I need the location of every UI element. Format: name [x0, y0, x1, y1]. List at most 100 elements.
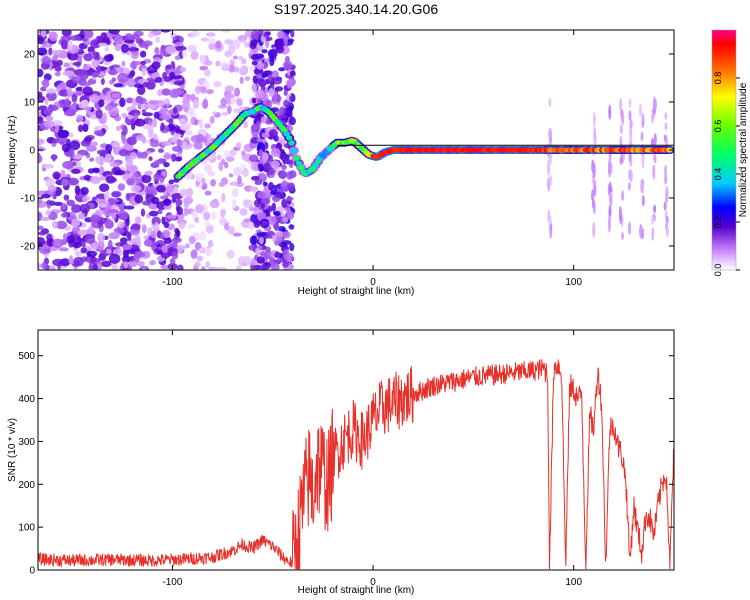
- spectrogram-noise-cell: [268, 129, 278, 138]
- spectrogram-noise-cell: [113, 34, 124, 45]
- spectrogram-noise-cell: [55, 220, 68, 230]
- y-tick-label: 300: [18, 437, 35, 448]
- spectrogram-noise-cell: [149, 260, 156, 266]
- spectrogram-noise-cell: [90, 39, 102, 49]
- spectrogram-noise-cell: [66, 199, 76, 207]
- spectrogram-noise-cell: [111, 77, 117, 82]
- snr-xlabel: Height of straight line (km): [298, 585, 415, 596]
- y-tick-label: 100: [18, 523, 35, 534]
- spectrogram-noise-cell: [621, 190, 625, 201]
- spectrogram-noise-cell: [77, 124, 84, 133]
- spectrogram-noise-cell: [45, 115, 54, 122]
- spectrogram-noise-cell: [212, 111, 218, 116]
- spectrogram-noise-cell: [171, 153, 177, 162]
- spectrogram-noise-cell: [619, 124, 623, 134]
- spectrogram-noise-cell: [148, 210, 159, 217]
- spectrogram-noise-cell: [284, 160, 294, 165]
- spectrogram-noise-cell: [89, 176, 101, 185]
- spectrogram-noise-cell: [628, 98, 632, 109]
- y-tick-label: 400: [18, 394, 35, 405]
- spectrogram-noise-cell: [117, 183, 126, 191]
- spectrogram-noise-cell: [97, 232, 106, 243]
- spectrogram-noise-cell: [51, 154, 57, 162]
- spectrogram-noise-cell: [148, 156, 153, 162]
- spectrogram-noise-cell: [241, 167, 249, 178]
- spectrogram-noise-cell: [69, 140, 81, 151]
- spectrogram-noise-cell: [261, 264, 267, 270]
- spectrogram-noise-cell: [81, 241, 87, 248]
- spectrogram-noise-cell: [122, 125, 128, 136]
- spectrogram-noise-cell: [203, 68, 211, 77]
- spectrogram-noise-cell: [77, 212, 86, 220]
- spectrogram-noise-cell: [45, 177, 55, 188]
- spectrogram-noise-cell: [179, 188, 187, 197]
- spectrogram-noise-cell: [126, 178, 136, 186]
- x-tick-label: -100: [162, 277, 182, 288]
- spectrogram-ridge-cell: [288, 140, 295, 146]
- spectrogram-noise-cell: [84, 136, 93, 142]
- spectrogram-noise-cell: [275, 45, 285, 54]
- spectrogram-noise-cell: [619, 156, 623, 165]
- spectrogram-noise-cell: [628, 221, 632, 234]
- spectrogram-noise-cell: [61, 202, 67, 211]
- spectrogram-noise-cell: [271, 202, 277, 212]
- y-tick-label: 0: [29, 146, 35, 157]
- spectrogram-noise-cell: [274, 192, 284, 198]
- spectrogram-noise-cell: [210, 179, 216, 187]
- spectrogram-noise-cell: [90, 141, 98, 147]
- spectrogram-noise-cell: [241, 66, 246, 76]
- spectrogram-noise-cell: [122, 243, 133, 251]
- spectrogram-noise-cell: [104, 152, 112, 162]
- spectrogram-noise-cell: [111, 262, 119, 270]
- spectrogram-noise-cell: [593, 131, 597, 146]
- spectrogram-noise-cell: [215, 60, 221, 67]
- spectrogram-noise-cell: [282, 60, 293, 70]
- spectrogram-noise-cell: [665, 186, 669, 201]
- spectrogram-noise-cell: [267, 48, 278, 59]
- spectrogram-noise-cell: [163, 204, 172, 210]
- spectrogram-noise-cell: [148, 103, 156, 110]
- spectrogram-noise-cell: [134, 216, 142, 224]
- spectrogram-noise-cell: [290, 30, 295, 38]
- spectrogram-noise-cell: [106, 218, 112, 226]
- spectrogram-noise-cell: [172, 88, 185, 95]
- spectrogram-noise-cell: [192, 99, 199, 109]
- spectrogram-noise-cell: [638, 103, 642, 118]
- colorbar-tick-label: 0.2: [713, 216, 723, 229]
- spectrogram-noise-cell: [139, 50, 147, 58]
- spectrogram-noise-cell: [206, 37, 216, 44]
- spectrogram-noise-cell: [101, 36, 110, 43]
- spectrogram-noise-cell: [274, 86, 284, 92]
- spectrogram-noise-cell: [269, 56, 275, 67]
- colorbar-tick-label: 0.6: [713, 120, 723, 133]
- spectrogram-noise-cell: [126, 136, 137, 146]
- spectrogram-noise-cell: [205, 32, 216, 37]
- spectrogram-noise-cell: [96, 149, 109, 156]
- spectrogram-noise-cell: [54, 71, 61, 77]
- spectrogram-noise-cell: [90, 214, 101, 223]
- spectrogram-noise-cell: [81, 37, 88, 42]
- spectrogram-ridge-cell: [293, 155, 300, 161]
- spectrogram-noise-cell: [79, 203, 91, 214]
- spectrogram-noise-cell: [49, 265, 56, 270]
- spectrogram-noise-cell: [100, 78, 105, 86]
- spectrogram-noise-cell: [283, 36, 288, 46]
- spectrogram-noise-cell: [187, 224, 196, 229]
- spectrogram-noise-cell: [263, 33, 268, 38]
- spectrogram-noise-cell: [68, 255, 74, 265]
- spectrogram-noise-cell: [181, 140, 188, 150]
- spectrogram-noise-cell: [105, 248, 112, 254]
- colorbar-tick-label: 0.4: [713, 168, 723, 181]
- spectrogram-ridge-cell: [285, 135, 293, 141]
- spectrogram-noise-cell: [80, 186, 89, 196]
- spectrogram-noise-cell: [68, 132, 74, 138]
- spectrogram-noise-cell: [118, 149, 129, 157]
- spectrogram-noise-cell: [45, 91, 57, 102]
- spectrogram-noise-cell: [287, 182, 296, 192]
- spectrogram-noise-cell: [653, 98, 657, 112]
- spectrogram-noise-cell: [237, 35, 248, 41]
- spectrogram-noise-cell: [220, 97, 228, 107]
- spectrogram-noise-cell: [664, 111, 668, 120]
- spectrogram-noise-cell: [130, 200, 137, 206]
